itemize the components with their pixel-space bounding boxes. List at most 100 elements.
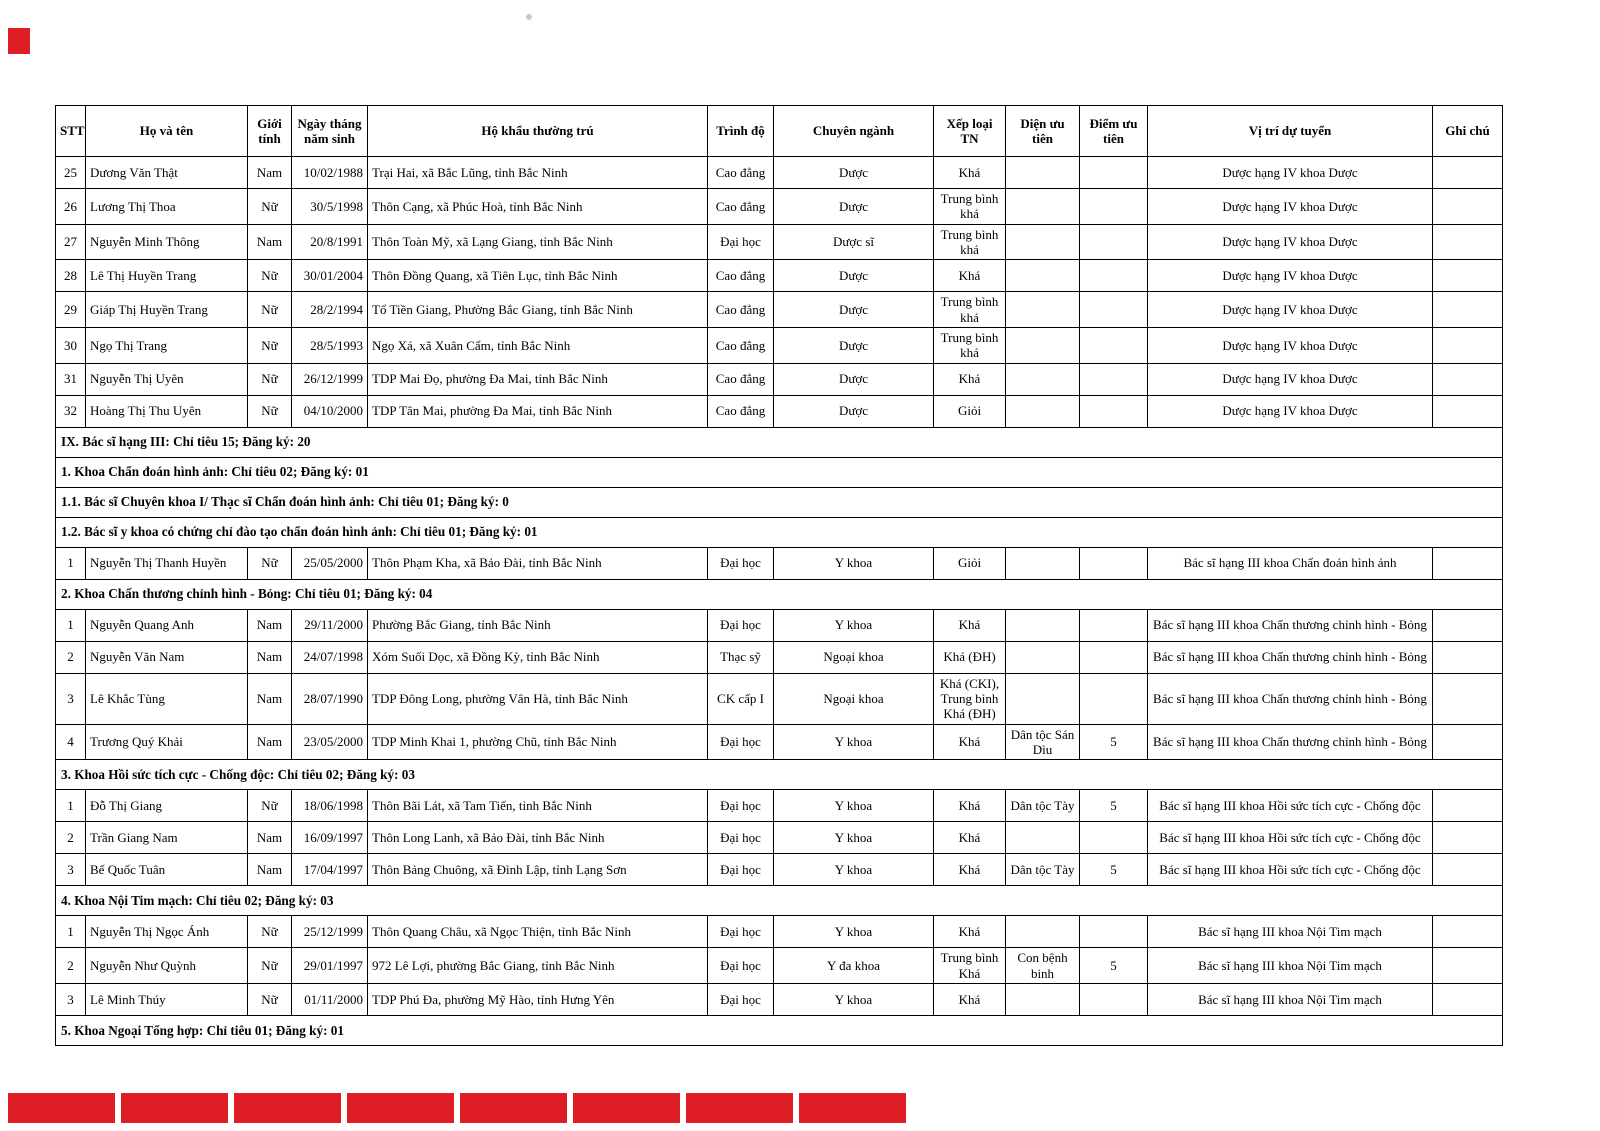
cell-grade: Khá: [933, 259, 1006, 293]
redaction-mark: [347, 1093, 454, 1123]
cell-points: 5: [1079, 947, 1148, 984]
cell-priority: [1005, 394, 1080, 428]
cell-priority: [1005, 915, 1080, 949]
cell-note: [1432, 291, 1503, 328]
col-header-address: Hộ khẩu thường trú: [367, 105, 708, 157]
cell-stt: 32: [55, 394, 86, 428]
cell-note: [1432, 672, 1503, 725]
col-header-degree: Trình độ: [707, 105, 774, 157]
cell-priority: Dân tộc Tày: [1005, 853, 1080, 887]
cell-stt: 3: [55, 853, 86, 887]
cell-priority: [1005, 326, 1080, 364]
cell-position: Dược hạng IV khoa Dược: [1147, 394, 1433, 428]
cell-stt: 31: [55, 362, 86, 396]
cell-name: Nguyễn Quang Anh: [85, 608, 248, 642]
cell-gender: Nữ: [247, 789, 292, 823]
cell-points: 5: [1079, 789, 1148, 823]
cell-stt: 3: [55, 672, 86, 725]
cell-priority: [1005, 546, 1080, 580]
candidate-row: 2 Trần Giang Nam Nam 16/09/1997 Thôn Long La…: [55, 821, 1503, 855]
cell-note: [1432, 821, 1503, 855]
section-title: 1. Khoa Chẩn đoán hình ảnh: Chỉ tiêu 02;…: [55, 456, 1503, 488]
cell-points: [1079, 982, 1148, 1016]
candidate-row: 27 Nguyễn Minh Thông Nam 20/8/1991 Thôn Toàn…: [55, 223, 1503, 261]
cell-address: Thôn Cạng, xã Phúc Hoà, tỉnh Bắc Ninh: [367, 188, 708, 225]
cell-major: Ngoại khoa: [773, 640, 934, 674]
cell-address: Thôn Long Lanh, xã Bảo Đài, tỉnh Bắc Nin…: [367, 821, 708, 855]
cell-dob: 25/12/1999: [291, 915, 368, 949]
cell-degree: Cao đẳng: [707, 156, 774, 189]
cell-stt: 28: [55, 259, 86, 293]
cell-major: Ngoại khoa: [773, 672, 934, 725]
section-title: 4. Khoa Nội Tim mạch: Chỉ tiêu 02; Đăng …: [55, 885, 1503, 917]
cell-points: [1079, 259, 1148, 293]
cell-major: Y khoa: [773, 723, 934, 761]
cell-dob: 01/11/2000: [291, 982, 368, 1016]
section-title: 3. Khoa Hồi sức tích cực - Chống độc: Ch…: [55, 759, 1503, 791]
cell-stt: 1: [55, 789, 86, 823]
candidate-row: 26 Lương Thị Thoa Nữ 30/5/1998 Thôn Cạng, xã…: [55, 188, 1503, 225]
candidate-row: 1 Nguyễn Thị Ngọc Ánh Nữ 25/12/1999 Thôn Qua…: [55, 915, 1503, 949]
cell-dob: 16/09/1997: [291, 821, 368, 855]
cell-note: [1432, 608, 1503, 642]
cell-points: [1079, 608, 1148, 642]
cell-priority: [1005, 640, 1080, 674]
cell-note: [1432, 640, 1503, 674]
cell-note: [1432, 723, 1503, 761]
cell-priority: [1005, 188, 1080, 225]
cell-major: Dược sĩ: [773, 223, 934, 261]
cell-stt: 1: [55, 915, 86, 949]
cell-note: [1432, 188, 1503, 225]
cell-points: [1079, 672, 1148, 725]
cell-priority: Dân tộc Tày: [1005, 789, 1080, 823]
cell-grade: Khá: [933, 982, 1006, 1016]
section-row: 1.1. Bác sĩ Chuyên khoa I/ Thạc sĩ Chẩn …: [55, 486, 1503, 518]
cell-grade: Khá: [933, 821, 1006, 855]
cell-name: Giáp Thị Huyền Trang: [85, 291, 248, 328]
cell-name: Đỗ Thị Giang: [85, 789, 248, 823]
col-header-position: Vị trí dự tuyển: [1147, 105, 1433, 157]
cell-major: Y khoa: [773, 608, 934, 642]
candidate-row: 29 Giáp Thị Huyền Trang Nữ 28/2/1994 Tổ Tiền…: [55, 291, 1503, 328]
section-title: 1.2. Bác sĩ y khoa có chứng chỉ đào tạo …: [55, 516, 1503, 548]
cell-dob: 10/02/1988: [291, 156, 368, 189]
cell-address: Thôn Bãi Lát, xã Tam Tiến, tỉnh Bắc Ninh: [367, 789, 708, 823]
cell-points: 5: [1079, 723, 1148, 761]
cell-stt: 2: [55, 821, 86, 855]
cell-stt: 1: [55, 546, 86, 580]
cell-grade: Trung bình khá: [933, 326, 1006, 364]
cell-position: Bác sĩ hạng III khoa Hồi sức tích cực - …: [1147, 821, 1433, 855]
cell-name: Nguyễn Thị Uyên: [85, 362, 248, 396]
cell-address: TDP Đông Long, phường Vân Hà, tỉnh Bắc N…: [367, 672, 708, 725]
cell-stt: 2: [55, 947, 86, 984]
section-title: 2. Khoa Chấn thương chỉnh hình - Bỏng: C…: [55, 578, 1503, 610]
cell-grade: Trung bình khá: [933, 223, 1006, 261]
cell-dob: 29/01/1997: [291, 947, 368, 984]
section-row: IX. Bác sĩ hạng III: Chỉ tiêu 15; Đăng k…: [55, 426, 1503, 458]
cell-points: [1079, 156, 1148, 189]
cell-note: [1432, 156, 1503, 189]
cell-major: Y khoa: [773, 915, 934, 949]
candidate-row: 32 Hoàng Thị Thu Uyên Nữ 04/10/2000 TDP Tân …: [55, 394, 1503, 428]
document-page: STT Họ và tên Giới tính Ngày tháng năm s…: [55, 105, 1503, 1046]
cell-name: Lê Minh Thúy: [85, 982, 248, 1016]
section-title: 1.1. Bác sĩ Chuyên khoa I/ Thạc sĩ Chẩn …: [55, 486, 1503, 518]
cell-stt: 4: [55, 723, 86, 761]
candidate-table: STT Họ và tên Giới tính Ngày tháng năm s…: [55, 105, 1503, 1046]
cell-dob: 24/07/1998: [291, 640, 368, 674]
cell-address: TDP Minh Khai 1, phường Chũ, tỉnh Bắc Ni…: [367, 723, 708, 761]
cell-address: Thôn Quang Châu, xã Ngọc Thiện, tỉnh Bắc…: [367, 915, 708, 949]
cell-address: TDP Phú Đa, phường Mỹ Hào, tỉnh Hưng Yên: [367, 982, 708, 1016]
cell-gender: Nam: [247, 853, 292, 887]
candidate-row: 2 Nguyễn Như Quỳnh Nữ 29/01/1997 972 Lê Lợi,…: [55, 947, 1503, 984]
cell-position: Dược hạng IV khoa Dược: [1147, 362, 1433, 396]
cell-note: [1432, 223, 1503, 261]
section-row: 5. Khoa Ngoại Tổng hợp: Chỉ tiêu 01; Đăn…: [55, 1014, 1503, 1046]
cell-degree: CK cấp I: [707, 672, 774, 725]
cell-priority: [1005, 291, 1080, 328]
cell-note: [1432, 947, 1503, 984]
redaction-mark: [686, 1093, 793, 1123]
cell-position: Bác sĩ hạng III khoa Chấn thương chỉnh h…: [1147, 723, 1433, 761]
cell-points: [1079, 362, 1148, 396]
col-header-major: Chuyên ngành: [773, 105, 934, 157]
